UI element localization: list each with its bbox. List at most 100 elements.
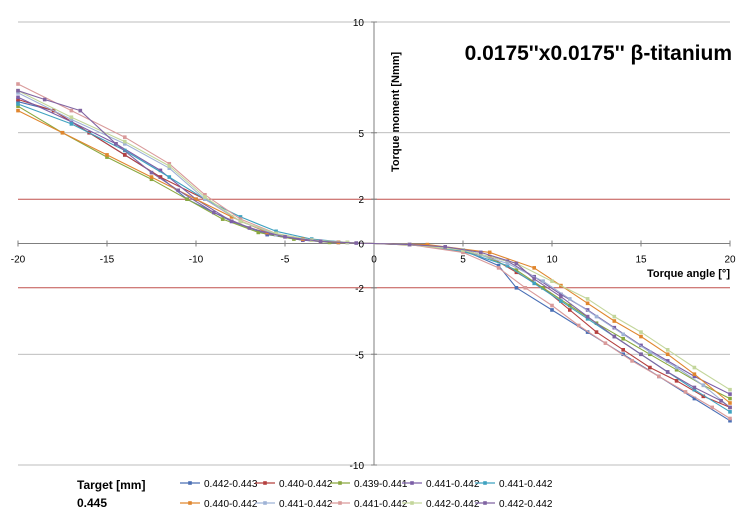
data-point [728, 396, 732, 401]
legend-item: 0.440-0.442 [180, 499, 258, 510]
data-point [692, 385, 697, 390]
legend-swatch-marker [410, 501, 414, 505]
series-line [17, 83, 731, 419]
y-tick-label: -2 [355, 284, 364, 295]
x-axis-label: Torque angle [°] [647, 268, 730, 280]
data-point [728, 405, 732, 410]
data-point [407, 242, 412, 247]
data-point [594, 314, 599, 319]
legend-label: 0.441-0.442 [354, 499, 408, 510]
data-point [665, 352, 670, 357]
data-point [149, 177, 154, 182]
data-point [16, 97, 20, 102]
data-point [505, 261, 510, 266]
legend-swatch-marker [410, 481, 414, 485]
data-point [665, 359, 670, 363]
data-point [550, 308, 554, 312]
data-point [692, 387, 697, 392]
legend-item: 0.442-0.442 [475, 499, 553, 510]
data-point [585, 301, 590, 306]
legend-swatch-marker [188, 501, 192, 505]
x-tick-label: 0 [371, 255, 377, 266]
data-point [728, 401, 732, 405]
data-point [69, 115, 74, 120]
data-point [683, 390, 688, 394]
data-point [728, 416, 732, 421]
data-point [674, 379, 679, 383]
data-point [505, 263, 510, 268]
legend-label: 0.440-0.442 [204, 499, 258, 510]
data-point [229, 219, 234, 224]
data-point [220, 217, 225, 221]
data-point [123, 135, 127, 139]
data-point [648, 352, 652, 357]
data-point [256, 230, 261, 235]
data-point [514, 270, 519, 275]
data-point [78, 108, 83, 113]
x-tick-label: 10 [546, 255, 558, 266]
data-point [203, 197, 207, 201]
data-point [559, 299, 563, 303]
data-point [532, 281, 536, 286]
legend-item: 0.439-0.441 [330, 479, 408, 490]
x-tick-label: -5 [281, 255, 290, 266]
data-point [639, 330, 643, 334]
data-point [692, 365, 697, 370]
data-point [665, 370, 670, 374]
data-point [585, 297, 590, 301]
legend-label: 0.441-0.442 [499, 479, 553, 490]
target-label: Target [mm] [77, 478, 145, 492]
data-point [523, 286, 528, 290]
data-point [16, 91, 20, 95]
y-tick-label: 10 [353, 18, 365, 29]
data-point [479, 250, 483, 255]
legend-swatch-marker [483, 481, 487, 485]
legend-label: 0.441-0.442 [426, 479, 480, 490]
data-point [559, 292, 563, 297]
data-point [728, 387, 732, 392]
data-point [105, 155, 109, 159]
legend-item: 0.441-0.442 [402, 479, 480, 490]
data-point [247, 226, 252, 230]
data-point [692, 372, 697, 376]
y-axis-label: Torque moment [Nmm] [390, 51, 402, 172]
data-point [16, 102, 20, 106]
data-point [167, 166, 172, 170]
data-point [532, 277, 536, 281]
legend-item: 0.441-0.442 [475, 479, 553, 490]
series-8 [16, 82, 732, 421]
legend-swatch-marker [263, 481, 267, 485]
data-point [149, 175, 154, 179]
data-point [514, 286, 519, 290]
data-point [318, 239, 323, 244]
data-point [229, 215, 234, 219]
data-point [585, 314, 590, 319]
data-point [568, 303, 572, 308]
data-point [692, 396, 697, 401]
x-tick-label: 5 [460, 255, 466, 266]
y-tick-label: 0 [358, 240, 364, 251]
data-point [274, 231, 278, 236]
data-point [621, 332, 625, 337]
data-point [16, 104, 20, 108]
data-point [185, 197, 189, 201]
data-point [274, 229, 278, 234]
data-point [648, 365, 652, 370]
data-point [514, 268, 519, 272]
data-point [728, 410, 732, 414]
y-tick-label: 5 [358, 129, 364, 140]
data-point [612, 319, 617, 323]
data-point [69, 117, 74, 122]
data-point [541, 286, 545, 290]
data-point [665, 348, 670, 352]
legend-item: 0.441-0.442 [330, 499, 408, 510]
data-point [585, 308, 590, 312]
data-point [123, 142, 127, 146]
data-point [559, 294, 563, 299]
data-point [16, 95, 20, 100]
data-point [461, 250, 465, 255]
data-point [425, 242, 430, 247]
data-point [487, 250, 492, 255]
